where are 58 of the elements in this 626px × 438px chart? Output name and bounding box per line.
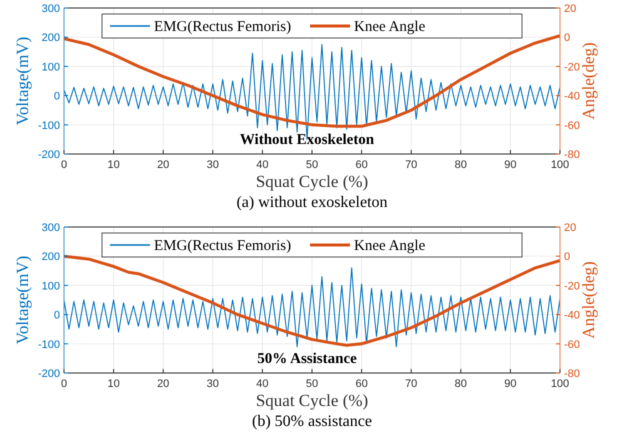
x-tick-label: 80: [454, 159, 467, 171]
x-tick-label: 30: [206, 159, 219, 171]
y2-tick-label: -60: [564, 338, 580, 351]
y-tick-label: -100: [38, 338, 60, 351]
annotation: Without Exoskeleton: [240, 132, 375, 148]
y-tick-label: 200: [42, 251, 60, 264]
y-tick-label: -200: [38, 368, 60, 380]
y-tick-label: 100: [42, 280, 60, 292]
x-tick-label: 70: [405, 159, 418, 171]
text: (b) 50% assistance: [252, 413, 372, 430]
y2-tick-label: -20: [564, 61, 580, 74]
x-tick-label: 90: [504, 378, 517, 390]
legend-label: Knee Angle: [354, 19, 426, 35]
y-tick-label: 0: [54, 310, 60, 322]
y-tick-label: 300: [42, 3, 60, 15]
x-tick-label: 10: [107, 159, 120, 171]
y2-axis-title: Angle(deg): [579, 261, 598, 339]
y2-tick-label: 0: [564, 251, 570, 264]
x-axis-title: Squat Cycle (%): [256, 172, 368, 191]
x-tick-label: 70: [405, 378, 418, 390]
y2-tick-label: -80: [564, 149, 580, 161]
y-tick-label: 0: [54, 90, 60, 103]
y2-tick-label: 20: [564, 222, 576, 234]
y2-axis-title: Angle(deg): [579, 42, 598, 120]
legend-label: EMG(Rectus Femoris): [154, 19, 292, 35]
y-axis-title: Voltage(mV): [13, 36, 32, 126]
x-tick-label: 50: [306, 378, 318, 390]
x-tick-label: 100: [550, 159, 570, 171]
y-tick-label: -100: [38, 120, 60, 132]
x-tick-label: 60: [355, 378, 368, 390]
y-axis-title: Voltage(mV): [13, 256, 32, 344]
y-tick-label: 300: [42, 222, 60, 234]
x-tick-label: 30: [206, 378, 219, 390]
y2-tick-label: 0: [564, 32, 570, 44]
x-tick-label: 40: [256, 378, 269, 390]
annotation: 50% Assistance: [257, 351, 358, 367]
y2-tick-label: -40: [564, 310, 580, 322]
x-tick-label: 40: [256, 159, 269, 171]
x-tick-label: 80: [454, 378, 467, 390]
legend-label: Knee Angle: [354, 238, 426, 254]
y2-tick-label: 20: [564, 3, 576, 15]
x-tick-label: 20: [157, 378, 170, 390]
y2-tick-label: -80: [564, 368, 580, 380]
y-tick-label: 200: [42, 32, 60, 44]
y2-tick-label: -60: [564, 120, 580, 132]
y2-tick-label: -20: [564, 280, 580, 292]
x-tick-label: 100: [550, 378, 570, 390]
x-tick-label: 50: [306, 159, 318, 171]
x-tick-label: 90: [504, 159, 517, 171]
legend-label: EMG(Rectus Femoris): [154, 238, 292, 254]
x-tick-label: 60: [355, 159, 368, 171]
x-tick-label: 20: [157, 159, 170, 171]
y2-tick-label: -40: [564, 90, 580, 103]
x-tick-label: 10: [107, 378, 120, 390]
y-tick-label: 100: [42, 61, 60, 74]
x-axis-title: Squat Cycle (%): [256, 391, 368, 410]
y-tick-label: -200: [38, 149, 60, 161]
text: (a) without exoskeleton: [236, 194, 388, 211]
